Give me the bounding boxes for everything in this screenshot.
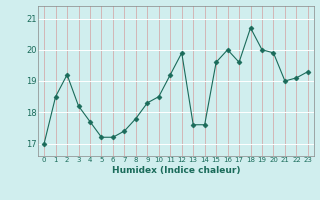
X-axis label: Humidex (Indice chaleur): Humidex (Indice chaleur) bbox=[112, 166, 240, 175]
